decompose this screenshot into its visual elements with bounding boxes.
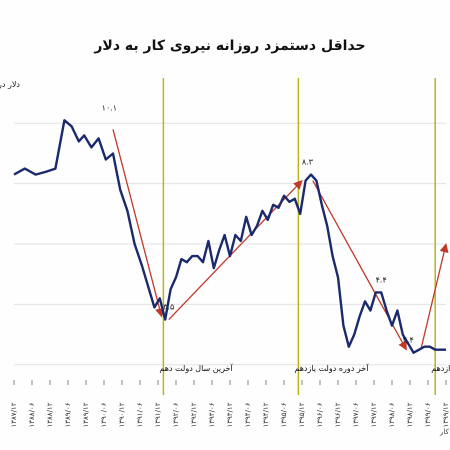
- x-tick-label: ۱۳۹۰/۰۶: [100, 402, 108, 427]
- x-tick-label: ۱۳۹۸/۰۶: [388, 402, 396, 427]
- x-tick-label: ۱۳۸۹/۰۶: [64, 402, 72, 427]
- y-axis-label: دلار در روز: [0, 80, 20, 89]
- x-axis-ticks: ۱۳۸۷/۱۲ ۱۳۸۸/۰۶ ۱۳۸۸/۱۲ ۱۳۸۹/۰۶ ۱۳۸۹/۱۲ ۱۳۹۰/…: [10, 380, 450, 427]
- x-tick-label: ۱۳۹۷/۰۶: [352, 402, 360, 427]
- x-tick-label: ۱۳۹۶/۰۶: [316, 402, 324, 427]
- x-tick-label: ۱۳۹۱/۰۶: [136, 402, 144, 427]
- x-tick-label: ۱۳۹۶/۱۲: [334, 402, 342, 427]
- divider-label: آخرین سال دولت دهم: [159, 363, 233, 373]
- value-annotations: ۱۰.۱ ۳.۵ ۸.۳ ۴.۴ ۲.۴: [102, 103, 414, 344]
- x-tick-label: ۱۳۹۴/۱۲: [262, 402, 270, 427]
- x-tick-label: ۱۳۹۰/۱۲: [118, 402, 126, 427]
- x-tick-label: ۱۳۹۷/۱۲: [370, 402, 378, 427]
- x-tick-label: ۱۳۹۹/۱۲: [442, 402, 450, 427]
- x-tick-label: ۱۳۹۲/۱۲: [190, 402, 198, 427]
- x-tick-label: ۱۳۹۹/۰۶: [424, 402, 432, 427]
- divider-label: آخرین سال دولت دوازدهم: [431, 363, 450, 373]
- x-tick-label: ۱۳۹۳/۰۶: [208, 402, 216, 427]
- value-label: ۴.۴: [376, 275, 387, 284]
- value-label: ۳.۵: [163, 303, 174, 312]
- x-tick-label: ۱۳۹۵/۰۶: [280, 402, 288, 427]
- x-tick-label: ۱۳۹۴/۰۶: [244, 402, 252, 427]
- x-tick-label: ۱۳۹۱/۱۲: [154, 402, 162, 427]
- chart-title: حداقل دستمزد روزانه نیروی کار به دلار: [93, 38, 365, 54]
- x-tick-label: ۱۳۸۷/۱۲: [10, 402, 18, 427]
- value-label: ۱۰.۱: [102, 103, 117, 112]
- grid-lines: [14, 122, 446, 366]
- trend-arrow: [112, 129, 164, 318]
- x-tick-label: ۱۳۹۲/۰۶: [172, 402, 180, 427]
- value-label: ۸.۳: [302, 158, 314, 167]
- divider-lines: آخرین سال دولت دهم آخر دوره دولت یازدهم آخ…: [159, 78, 450, 395]
- value-label: ۲.۴: [403, 336, 414, 345]
- x-tick-label: ۱۳۹۸/۱۲: [406, 402, 414, 427]
- divider-label: آخر دوره دولت یازدهم: [294, 363, 369, 373]
- trend-arrow: [420, 243, 449, 350]
- x-tick-label: ۱۳۹۵/۱۲: [298, 402, 306, 427]
- x-tick-label: ۱۳۸۸/۰۶: [28, 402, 36, 427]
- source-note: نتاج: احسان سلطانی بر اساس داده های بانک…: [439, 428, 450, 436]
- data-line: [13, 119, 446, 354]
- x-tick-label: ۱۳۸۹/۱۲: [82, 402, 90, 427]
- x-tick-label: ۱۳۹۳/۱۲: [226, 402, 234, 427]
- x-tick-label: ۱۳۸۸/۱۲: [46, 402, 54, 427]
